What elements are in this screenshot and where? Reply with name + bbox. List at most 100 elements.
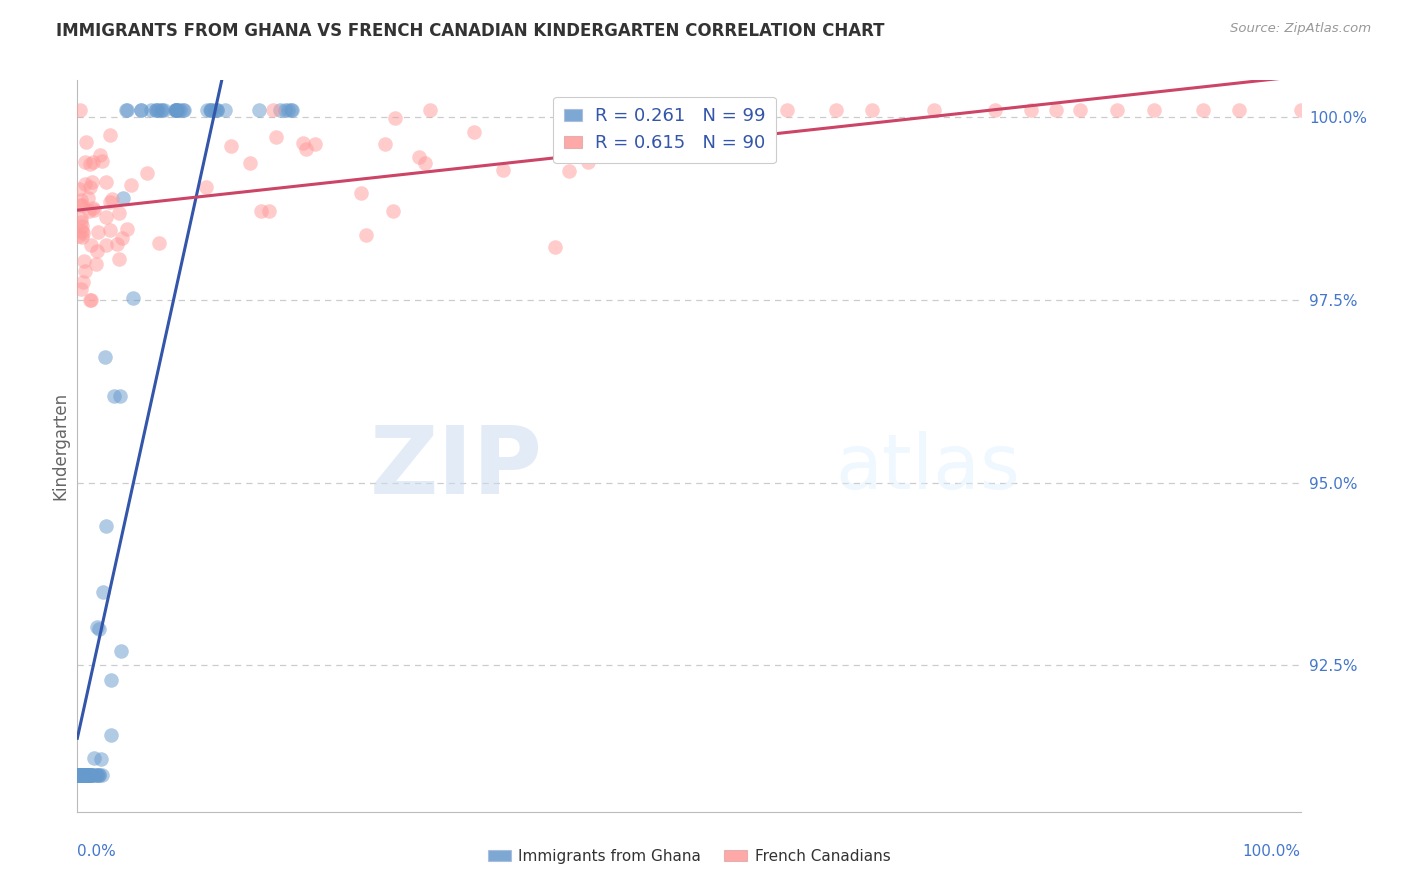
Point — [194, 179, 217, 194]
Point — [111, 230, 134, 244]
Text: Source: ZipAtlas.com: Source: ZipAtlas.com — [1230, 22, 1371, 36]
Point — [86, 768, 108, 782]
Point — [79, 157, 101, 171]
Point — [569, 139, 592, 153]
Point — [238, 155, 260, 169]
Point — [66, 768, 89, 782]
Point — [740, 103, 762, 117]
Point — [112, 191, 135, 205]
Point — [75, 768, 97, 782]
Legend: Immigrants from Ghana, French Canadians: Immigrants from Ghana, French Canadians — [481, 843, 897, 870]
Point — [136, 166, 159, 180]
Point — [382, 204, 405, 219]
Point — [84, 768, 107, 782]
Point — [82, 201, 104, 215]
Point — [87, 622, 110, 636]
Point — [70, 281, 93, 295]
Point — [86, 226, 108, 240]
Point — [100, 223, 122, 237]
Point — [295, 142, 318, 156]
Point — [72, 768, 94, 782]
Point — [80, 293, 103, 307]
Point — [165, 103, 187, 117]
Point — [75, 768, 97, 782]
Point — [150, 103, 173, 117]
Point — [145, 103, 167, 117]
Point — [69, 197, 91, 211]
Point — [87, 768, 110, 782]
Point — [108, 206, 131, 220]
Point — [163, 103, 186, 117]
Point — [80, 768, 103, 782]
Point — [67, 768, 90, 782]
Point — [70, 768, 93, 782]
Point — [117, 103, 139, 117]
Point — [200, 103, 222, 117]
Point — [67, 768, 90, 782]
Text: IMMIGRANTS FROM GHANA VS FRENCH CANADIAN KINDERGARTEN CORRELATION CHART: IMMIGRANTS FROM GHANA VS FRENCH CANADIAN… — [56, 22, 884, 40]
Point — [214, 103, 236, 117]
Point — [419, 103, 441, 117]
Point — [66, 768, 89, 782]
Point — [1143, 103, 1166, 117]
Point — [75, 177, 97, 191]
Point — [165, 103, 187, 117]
Point — [110, 644, 132, 658]
Point — [205, 103, 228, 117]
Point — [862, 103, 884, 117]
Point — [280, 103, 302, 117]
Point — [776, 103, 799, 117]
Point — [281, 103, 304, 117]
Point — [76, 768, 98, 782]
Point — [70, 224, 93, 238]
Point — [172, 103, 194, 117]
Point — [824, 103, 846, 117]
Point — [72, 254, 94, 268]
Point — [100, 673, 122, 687]
Point — [75, 768, 97, 782]
Point — [69, 103, 91, 117]
Point — [77, 768, 100, 782]
Point — [73, 264, 96, 278]
Point — [152, 103, 174, 117]
Point — [79, 238, 101, 252]
Point — [169, 103, 191, 117]
Point — [69, 768, 91, 782]
Point — [70, 215, 93, 229]
Point — [413, 156, 436, 170]
Point — [117, 221, 139, 235]
Point — [89, 147, 111, 161]
Point — [66, 768, 89, 782]
Point — [1069, 103, 1091, 117]
Point — [91, 584, 114, 599]
Point — [114, 103, 136, 117]
Point — [463, 124, 485, 138]
Point — [200, 103, 222, 117]
Point — [75, 768, 97, 782]
Point — [98, 128, 121, 142]
Point — [69, 768, 91, 782]
Point — [80, 175, 103, 189]
Point — [96, 237, 118, 252]
Point — [269, 103, 291, 117]
Text: 0.0%: 0.0% — [77, 845, 117, 859]
Point — [75, 768, 97, 782]
Point — [250, 203, 273, 218]
Point — [70, 768, 93, 782]
Point — [576, 103, 599, 117]
Point — [79, 768, 101, 782]
Point — [277, 103, 299, 117]
Point — [678, 103, 700, 117]
Point — [100, 194, 122, 209]
Point — [249, 103, 271, 117]
Point — [94, 519, 117, 533]
Point — [70, 219, 93, 233]
Point — [166, 103, 188, 117]
Point — [86, 620, 108, 634]
Point — [80, 768, 103, 782]
Point — [72, 275, 94, 289]
Point — [69, 768, 91, 782]
Point — [149, 103, 172, 117]
Text: 100.0%: 100.0% — [1243, 845, 1301, 859]
Point — [67, 768, 90, 782]
